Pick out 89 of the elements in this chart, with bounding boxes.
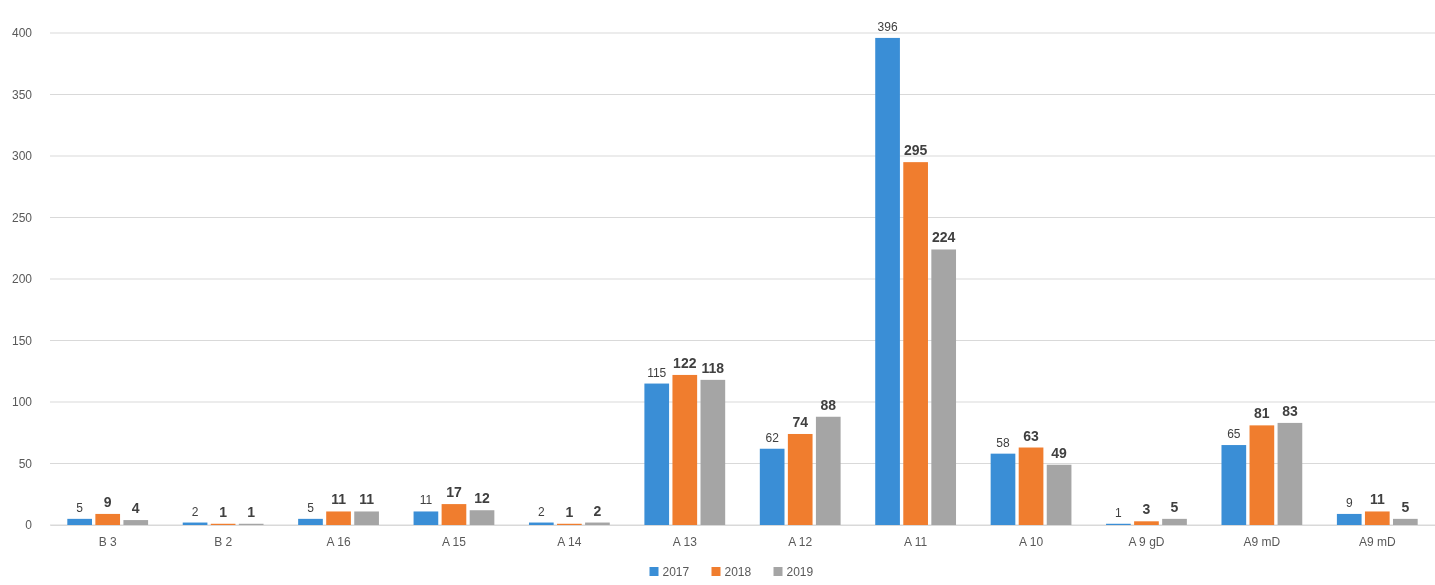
bar [931,249,957,525]
bar [441,504,467,525]
data-label: 396 [877,19,898,34]
data-label: 118 [701,359,725,376]
data-label: 3 [1142,501,1151,518]
data-label: 1 [1115,505,1123,520]
y-tick-label: 0 [25,518,33,533]
data-label: 74 [792,413,809,430]
x-tick-label: B 2 [214,534,233,549]
bar [759,448,785,525]
data-label: 81 [1254,405,1270,422]
bar [95,513,121,525]
data-label: 49 [1051,444,1068,461]
legend-label: 2019 [786,565,814,579]
data-label: 4 [131,500,140,517]
bar [903,162,928,525]
y-tick-label: 350 [11,87,33,102]
y-tick-label: 100 [11,395,33,410]
y-tick-label: 50 [18,456,33,471]
bar [1134,521,1159,525]
bar [875,37,900,525]
bar [815,416,841,525]
data-label: 11 [1369,491,1385,508]
bar [354,511,379,525]
x-tick-label: A9 mD [1243,534,1281,549]
x-tick-label: A 15 [441,534,467,549]
bar [1364,511,1390,525]
bar [123,520,149,525]
data-label: 58 [996,435,1010,450]
bar [1018,447,1044,525]
data-label: 295 [903,142,928,159]
data-label: 9 [103,493,112,510]
bar [326,511,351,525]
data-label: 65 [1227,427,1241,442]
x-tick-label: A 12 [788,534,813,549]
y-tick-label: 300 [11,149,33,164]
bar [1336,513,1362,525]
data-label: 5 [76,500,84,515]
bar [672,374,698,525]
bar [1221,445,1247,525]
data-label: 2 [191,504,199,519]
data-label: 224 [932,229,956,246]
data-label: 11 [359,491,375,508]
data-label: 9 [1345,495,1353,510]
data-label: 5 [307,500,315,515]
x-tick-label: B 3 [98,534,118,549]
bar [700,379,726,525]
bar [298,518,323,525]
x-tick-label: A 9 gD [1128,534,1165,549]
data-label: 5 [1170,498,1179,515]
bar [1393,518,1418,525]
data-label: 1 [219,503,228,520]
x-tick-label: A 14 [557,534,582,549]
bar [787,433,813,525]
data-label: 122 [673,354,697,371]
data-label: 2 [593,502,602,519]
y-tick-label: 150 [11,333,33,348]
data-label: 5 [1401,498,1410,515]
bar [1046,464,1072,525]
bar [644,383,670,525]
bar [469,510,495,525]
legend-label: 2017 [662,565,690,579]
bar [1162,518,1187,525]
x-tick-label: A 11 [904,534,928,549]
data-label: 11 [419,493,433,508]
data-label: 12 [474,490,491,507]
x-tick-label: A 13 [672,534,698,549]
data-label: 88 [820,396,837,413]
x-tick-label: A 10 [1019,534,1044,549]
data-label: 83 [1282,402,1298,419]
x-tick-label: A9 mD [1358,534,1396,549]
data-label: 63 [1023,427,1040,444]
data-label: 17 [446,484,462,501]
data-label: 1 [565,503,574,520]
x-tick-label: A 16 [326,534,351,549]
bar [67,518,92,525]
bar [1249,425,1275,525]
y-tick-label: 250 [11,210,33,225]
bar [413,511,439,525]
bar [1277,422,1303,525]
y-tick-label: 200 [11,272,33,287]
data-label: 62 [765,430,780,445]
y-tick-label: 400 [11,26,33,41]
data-label: 1 [247,503,256,520]
legend-label: 2018 [724,565,752,579]
bar [990,453,1016,525]
data-label: 11 [331,491,347,508]
data-label: 2 [537,504,545,519]
data-label: 115 [647,365,667,380]
